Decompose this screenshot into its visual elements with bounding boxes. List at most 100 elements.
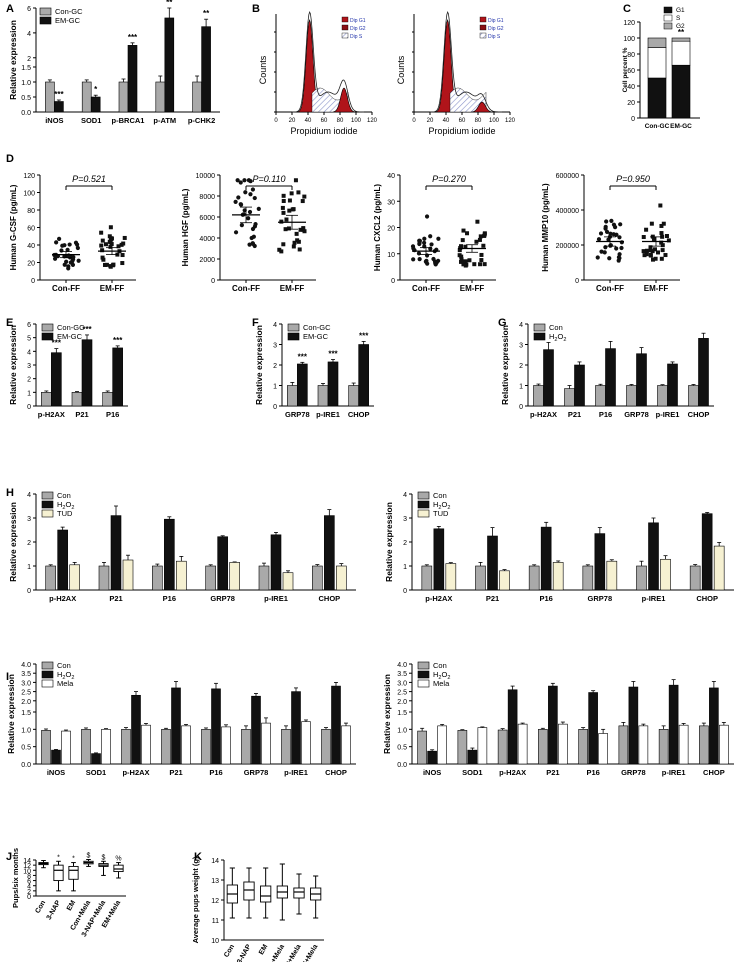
y-tick-label: 400000	[556, 208, 579, 215]
bar-Con	[657, 385, 668, 407]
bar-Con	[258, 565, 270, 591]
significance-mark: ***	[113, 336, 123, 345]
data-point	[281, 198, 286, 203]
data-point	[642, 253, 647, 258]
y-tick-label: 0.5	[21, 745, 31, 752]
data-point	[474, 239, 479, 244]
panel-E-chart: 0 1 2 3 4 5 6 Relative expression *** p-H2AX *** P2…	[8, 322, 128, 419]
y-tick-label: 4	[27, 492, 31, 499]
category-label: p-ATM	[153, 116, 176, 125]
category-label: EM-FF	[644, 284, 669, 293]
category-label: EM	[66, 899, 77, 912]
y-axis-title: Human MMP10 (pg/mL)	[541, 183, 550, 272]
legend-label: Dip G1	[350, 18, 366, 24]
data-point	[111, 262, 116, 267]
y-tick-label: 0	[211, 278, 215, 285]
bar-Con	[152, 565, 163, 591]
panel-letter-B: B	[252, 3, 260, 15]
bar-H2O2	[51, 749, 61, 765]
stacked-bar-G2	[647, 37, 667, 48]
category-label: SOD1	[81, 116, 101, 125]
data-point	[60, 243, 65, 248]
data-point	[121, 241, 126, 246]
y-tick-label: 2.0	[397, 699, 407, 706]
category-label: Con-GC	[645, 123, 670, 130]
legend-label: H2O2	[433, 500, 450, 511]
y-axis-title: Relative expression	[254, 325, 264, 405]
data-point	[253, 222, 258, 227]
bar-Con	[475, 565, 486, 591]
category-label: Con-FF	[232, 284, 260, 293]
y-tick-label: 3	[27, 363, 31, 370]
data-point	[603, 226, 608, 231]
bar-Con	[578, 729, 588, 765]
bar-H2O2	[171, 687, 181, 765]
bar-Con-GC	[155, 81, 166, 113]
category-label: Con-FF	[52, 284, 80, 293]
data-point	[281, 210, 286, 215]
legend-swatch	[479, 24, 487, 31]
data-point	[250, 241, 256, 246]
bar-Con	[205, 565, 216, 591]
category-label: EM-FF	[280, 284, 305, 293]
fit-envelope	[429, 10, 503, 113]
y-tick-label: 3.5	[397, 671, 407, 678]
panel-F-chart: 0 1 2 3 4 Relative expression *** GRP78 *** p-IRE…	[254, 322, 374, 419]
x-tick-label: 80	[475, 118, 482, 124]
legend-subscript: 2	[447, 505, 450, 511]
data-point	[62, 262, 67, 267]
data-point	[235, 178, 240, 183]
y-tick-label: 80	[627, 52, 635, 59]
bar-TUD	[713, 545, 725, 591]
data-point	[248, 192, 253, 197]
y-axis-title: Pups/six months	[11, 848, 20, 908]
data-point	[599, 249, 604, 254]
legend-label: EM-GC	[55, 16, 81, 25]
y-axis-title: Relative expression	[500, 325, 510, 405]
category-label: GRP78	[621, 768, 646, 777]
y-tick-label: 2	[519, 363, 523, 370]
legend-label: G1	[676, 7, 685, 14]
panel-H2-chart: 0 1 2 3 4 Relative expression p-H2AX P21 P16 GRP7…	[384, 491, 734, 603]
y-tick-label: 1	[273, 384, 277, 391]
data-point	[417, 257, 422, 262]
category-label: EM-GC	[670, 123, 692, 130]
legend-swatch	[41, 670, 54, 679]
bar-TUD	[336, 565, 347, 591]
legend-label: Con	[433, 661, 447, 670]
data-point	[607, 256, 612, 261]
panel-letter-C: C	[623, 3, 631, 15]
data-point	[57, 236, 62, 241]
y-tick-label: 0.0	[397, 762, 407, 769]
x-tick-label: 100	[351, 118, 362, 124]
data-point	[99, 230, 104, 235]
data-point	[653, 256, 658, 261]
bar-H2O2	[574, 364, 585, 407]
data-point	[666, 238, 671, 243]
data-point	[100, 238, 105, 243]
significance-mark: *	[72, 856, 75, 863]
data-point	[460, 238, 465, 243]
legend-label: TUD	[433, 509, 449, 518]
bar-Mela	[341, 725, 351, 765]
y-tick-label: 5	[27, 336, 31, 343]
y-tick-label: 6000	[199, 215, 215, 222]
data-point	[604, 229, 610, 234]
bar-Mela	[181, 725, 191, 765]
legend-swatch	[341, 24, 349, 31]
panel-letter-H: H	[6, 487, 14, 499]
category-label: EM-FF	[100, 284, 125, 293]
y-tick-label: 4.0	[397, 662, 407, 669]
x-tick-label: 100	[489, 118, 500, 124]
bar-TUD	[176, 560, 187, 591]
y-tick-label: 14	[211, 858, 219, 865]
category-label: P21	[75, 410, 88, 419]
significance-mark: ***	[52, 339, 62, 348]
legend-label: H2O2	[57, 500, 74, 511]
bar-Con	[457, 730, 468, 765]
y-tick-label: 3.0	[21, 680, 31, 687]
bar-Mela	[261, 722, 271, 765]
legend-swatch	[41, 500, 54, 509]
bar-TUD	[282, 572, 294, 591]
